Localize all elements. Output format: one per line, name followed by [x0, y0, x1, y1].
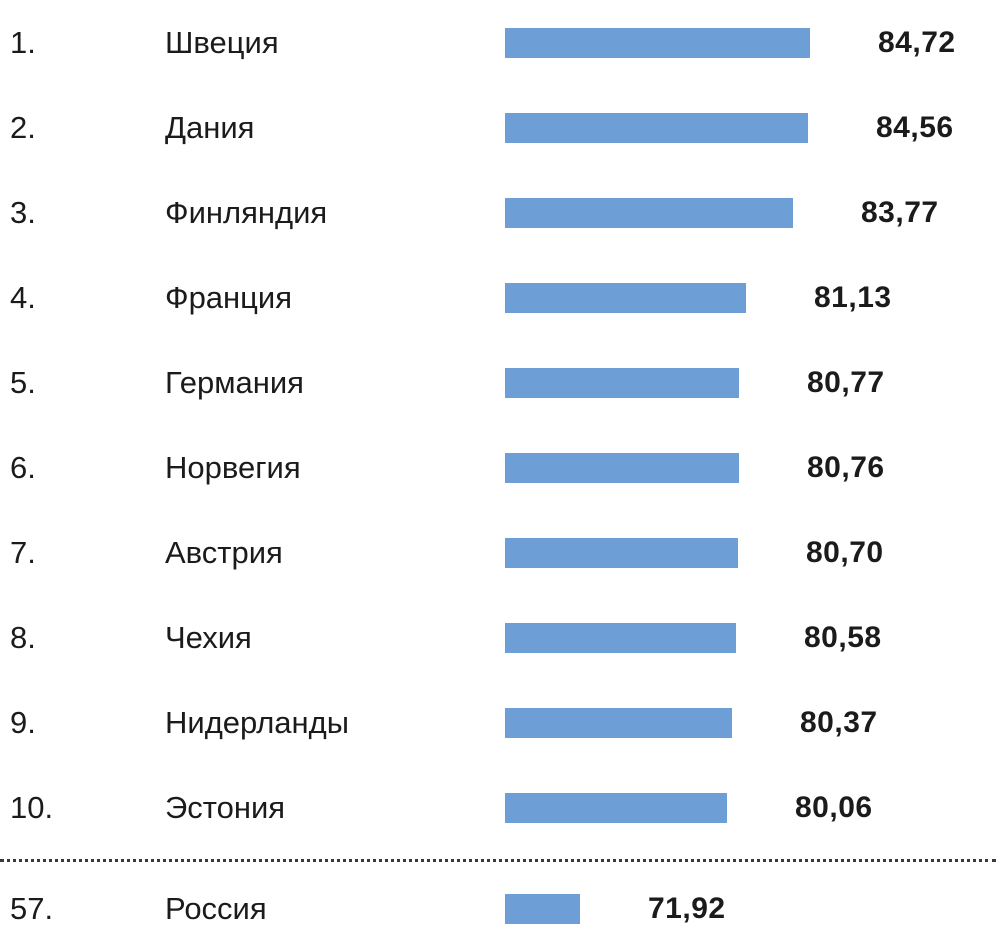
table-row: 8. Чехия 80,58: [0, 595, 996, 680]
value-bar: [505, 112, 808, 143]
value-bar: [505, 27, 810, 58]
country-label: Нидерланды: [165, 704, 350, 740]
value-label: 84,72: [878, 25, 956, 59]
value-bar: [505, 282, 746, 313]
country-label: Финляндия: [165, 194, 328, 230]
table-row: 57. Россия 71,92: [0, 869, 996, 936]
value-bar: [505, 707, 732, 738]
bar-area: 81,13: [505, 281, 996, 315]
value-bar: [505, 537, 738, 568]
value-label: 80,76: [807, 450, 885, 484]
value-bar: [505, 197, 793, 228]
value-label: 83,77: [861, 195, 939, 229]
country-label: Норвегия: [165, 449, 301, 485]
dotted-divider: [0, 859, 996, 862]
value-label: 80,37: [800, 705, 878, 739]
value-bar: [505, 452, 739, 483]
country-label: Швеция: [165, 24, 279, 60]
value-bar: [505, 792, 727, 823]
bar-area: 83,77: [505, 196, 996, 230]
table-row: 4. Франция 81,13: [0, 255, 996, 340]
rank-label: 57.: [10, 891, 54, 926]
rank-label: 8.: [10, 619, 36, 655]
value-bar: [505, 894, 580, 924]
country-label: Франция: [165, 279, 293, 315]
country-label: Германия: [165, 364, 304, 400]
rank-label: 2.: [10, 109, 36, 145]
table-row: 7. Австрия 80,70: [0, 510, 996, 595]
country-label: Австрия: [165, 534, 283, 570]
country-label: Россия: [165, 891, 267, 926]
value-bar: [505, 622, 736, 653]
value-bar: [505, 367, 739, 398]
table-row: 9. Нидерланды 80,37: [0, 680, 996, 765]
bar-area: 84,72: [505, 26, 996, 60]
bar-area: 84,56: [505, 111, 996, 145]
table-row: 10. Эстония 80,06: [0, 765, 996, 850]
bar-area: 80,58: [505, 621, 996, 655]
table-row: 2. Дания 84,56: [0, 85, 996, 170]
rank-label: 10.: [10, 789, 54, 825]
value-label: 80,77: [807, 365, 885, 399]
country-label: Эстония: [165, 789, 286, 825]
table-row: 1. Швеция 84,72: [0, 0, 996, 85]
value-label: 80,70: [806, 535, 884, 569]
value-label: 71,92: [648, 892, 726, 925]
rank-label: 6.: [10, 449, 36, 485]
rank-label: 5.: [10, 364, 36, 400]
value-label: 84,56: [876, 110, 954, 144]
country-label: Чехия: [165, 619, 252, 655]
rank-label: 7.: [10, 534, 36, 570]
bar-area: 80,06: [505, 791, 996, 825]
bar-area: 80,77: [505, 366, 996, 400]
table-row: 3. Финляндия 83,77: [0, 170, 996, 255]
rank-label: 4.: [10, 279, 36, 315]
bar-area: 80,37: [505, 706, 996, 740]
value-label: 81,13: [814, 280, 892, 314]
rank-label: 1.: [10, 24, 36, 60]
bar-area: 80,70: [505, 536, 996, 570]
country-label: Дания: [165, 109, 255, 145]
bar-area: 80,76: [505, 451, 996, 485]
table-row: 5. Германия 80,77: [0, 340, 996, 425]
rank-label: 9.: [10, 704, 36, 740]
table-row: 6. Норвегия 80,76: [0, 425, 996, 510]
bar-area: 71,92: [505, 892, 996, 926]
value-label: 80,06: [795, 790, 873, 824]
value-label: 80,58: [804, 620, 882, 654]
rank-label: 3.: [10, 194, 36, 230]
